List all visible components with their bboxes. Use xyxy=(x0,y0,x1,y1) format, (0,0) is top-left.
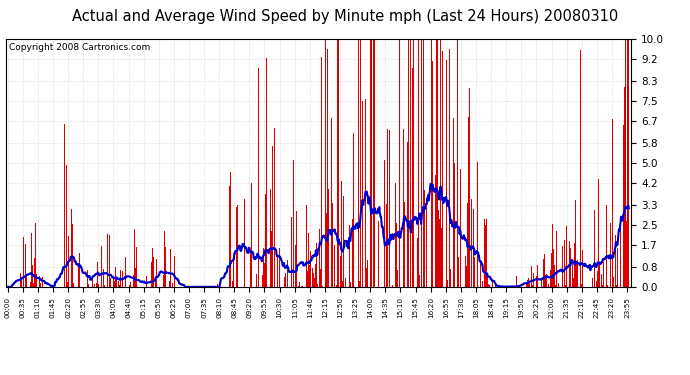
Text: Actual and Average Wind Speed by Minute mph (Last 24 Hours) 20080310: Actual and Average Wind Speed by Minute … xyxy=(72,9,618,24)
Text: Copyright 2008 Cartronics.com: Copyright 2008 Cartronics.com xyxy=(9,43,150,52)
